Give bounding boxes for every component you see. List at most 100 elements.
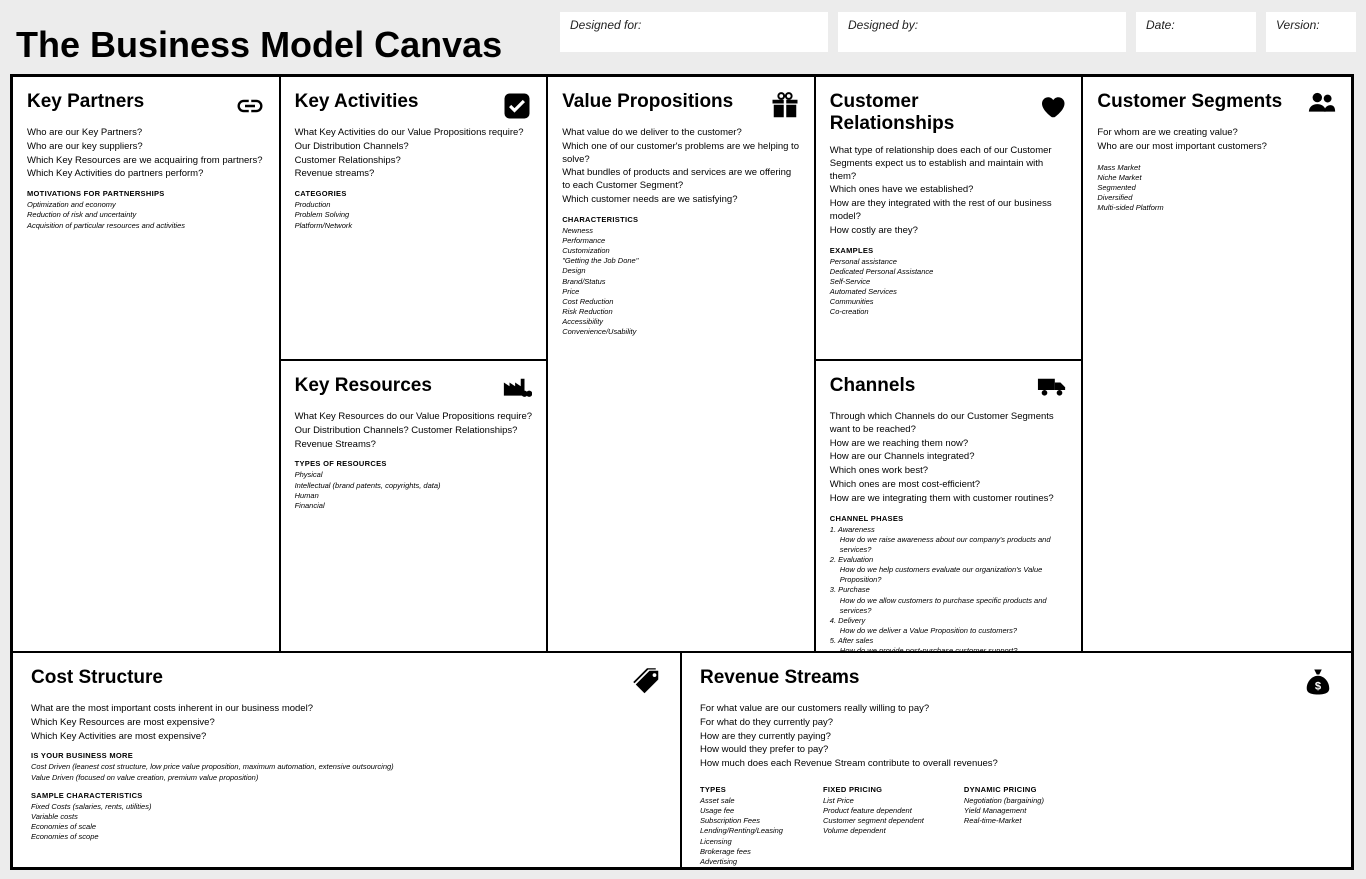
q: How are our Channels integrated? <box>830 451 1068 464</box>
q: Who are our most important customers? <box>1097 141 1337 154</box>
link-icon <box>235 91 265 117</box>
sub-item: Fixed Costs (salaries, rents, utilities) <box>31 802 662 812</box>
sub-head: MOTIVATIONS FOR PARTNERSHIPS <box>27 189 265 198</box>
block-key-partners: Key Partners Who are our Key Partners? W… <box>13 77 279 651</box>
sub-head: CHARACTERISTICS <box>562 215 800 224</box>
sub-item: Communities <box>830 297 1068 307</box>
q: Which ones have we established? <box>830 184 1068 197</box>
truck-icon <box>1037 375 1067 401</box>
sub-head: CHANNEL PHASES <box>830 514 1068 523</box>
phase-q: How do we raise awareness about our comp… <box>830 535 1068 555</box>
sub-head: TYPES <box>700 785 783 794</box>
q: What value do we deliver to the customer… <box>562 127 800 140</box>
q: Which Key Resources are we acquairing fr… <box>27 155 265 168</box>
sub-item: Multi-sided Platform <box>1097 203 1337 213</box>
sub-item: Automated Services <box>830 287 1068 297</box>
sub-item: Dedicated Personal Assistance <box>830 267 1068 277</box>
sub-item: Yield Management <box>964 806 1044 816</box>
q: For what do they currently pay? <box>700 717 1333 730</box>
version-box: Version: <box>1266 12 1356 52</box>
sub-item: Intellectual (brand patents, copyrights,… <box>295 481 533 491</box>
sub-head: EXAMPLES <box>830 246 1068 255</box>
block-key-activities: Key Activities What Key Activities do ou… <box>281 77 547 361</box>
block-cost-structure: Cost Structure What are the most importa… <box>13 653 682 869</box>
q: For whom are we creating value? <box>1097 127 1337 140</box>
sub-item: Optimization and economy <box>27 200 265 210</box>
q: Our Distribution Channels? Customer Rela… <box>295 425 533 438</box>
sub-item: Reduction of risk and uncertainty <box>27 210 265 220</box>
phase: 4. Delivery <box>830 616 1068 626</box>
sub-item: Human <box>295 491 533 501</box>
phase-q: How do we help customers evaluate our or… <box>830 565 1068 585</box>
q: What type of relationship does each of o… <box>830 145 1068 183</box>
sub-item: Acquisition of particular resources and … <box>27 221 265 231</box>
sub-item: Price <box>562 287 800 297</box>
q: Revenue streams? <box>295 168 533 181</box>
people-icon <box>1307 91 1337 117</box>
top-row: Key Partners Who are our Key Partners? W… <box>13 77 1351 653</box>
sub-item: Problem Solving <box>295 210 533 220</box>
sub-item: Convenience/Usability <box>562 327 800 337</box>
checkbox-icon <box>502 91 532 117</box>
q: How are we integrating them with custome… <box>830 493 1068 506</box>
date-box: Date: <box>1136 12 1256 52</box>
gift-icon <box>770 91 800 117</box>
q: Which ones work best? <box>830 465 1068 478</box>
sub-item: Niche Market <box>1097 173 1337 183</box>
sub-item: Financial <box>295 501 533 511</box>
sub-item: Product feature dependent <box>823 806 924 816</box>
q: For what value are our customers really … <box>700 703 1333 716</box>
sub-item: Cost Driven (leanest cost structure, low… <box>31 762 662 772</box>
sub-item: Negotiation (bargaining) <box>964 796 1044 806</box>
q: Which Key Activities do partners perform… <box>27 168 265 181</box>
sub-item: Risk Reduction <box>562 307 800 317</box>
block-title: Value Propositions <box>562 91 733 113</box>
sub-item: Advertising <box>700 857 783 867</box>
sub-item: Brokerage fees <box>700 847 783 857</box>
q: Who are our Key Partners? <box>27 127 265 140</box>
block-key-resources: Key Resources What Key Resources do our … <box>281 361 547 651</box>
sub-item: Volume dependent <box>823 826 924 836</box>
q: How are they integrated with the rest of… <box>830 198 1068 224</box>
sub-item: Usage fee <box>700 806 783 816</box>
sub-item: Design <box>562 266 800 276</box>
phase-q: How do we deliver a Value Proposition to… <box>830 626 1068 636</box>
designed-by-box: Designed by: <box>838 12 1126 52</box>
sub-item: Physical <box>295 470 533 480</box>
phase: 1. Awareness <box>830 525 1068 535</box>
block-channels: Channels Through which Channels do our C… <box>816 361 1082 651</box>
block-title: Key Resources <box>295 375 432 397</box>
block-value-propositions: Value Propositions What value do we deli… <box>548 77 814 651</box>
q: How much does each Revenue Stream contri… <box>700 758 1333 771</box>
block-title: Key Partners <box>27 91 144 113</box>
q: Revenue Streams? <box>295 439 533 452</box>
q: What bundles of products and services ar… <box>562 167 800 193</box>
q: Which Key Activities are most expensive? <box>31 731 662 744</box>
sub-item: Economies of scale <box>31 822 662 832</box>
phase-q: How do we provide post-purchase customer… <box>830 646 1068 651</box>
heart-icon <box>1037 91 1067 117</box>
block-customer-segments: Customer Segments For whom are we creati… <box>1083 77 1351 651</box>
block-title: Key Activities <box>295 91 419 113</box>
page-title: The Business Model Canvas <box>10 8 550 66</box>
block-title: Customer Relationships <box>830 91 1020 135</box>
sub-item: Customization <box>562 246 800 256</box>
factory-icon <box>502 375 532 401</box>
sub-item: Production <box>295 200 533 210</box>
sub-item: Segmented <box>1097 183 1337 193</box>
header: The Business Model Canvas Designed for: … <box>0 0 1366 66</box>
q: What are the most important costs inhere… <box>31 703 662 716</box>
sub-head: CATEGORIES <box>295 189 533 198</box>
q: How would they prefer to pay? <box>700 744 1333 757</box>
canvas-frame: Key Partners Who are our Key Partners? W… <box>10 74 1354 870</box>
q: Who are our key suppliers? <box>27 141 265 154</box>
sub-item: Asset sale <box>700 796 783 806</box>
sub-item: Co-creation <box>830 307 1068 317</box>
block-customer-relationships: Customer Relationships What type of rela… <box>816 77 1082 361</box>
tag-icon <box>632 667 662 693</box>
sub-item: Lending/Renting/Leasing <box>700 826 783 836</box>
q: How costly are they? <box>830 225 1068 238</box>
block-title: Revenue Streams <box>700 667 859 689</box>
sub-item: Customer segment dependent <box>823 816 924 826</box>
designed-for-box: Designed for: <box>560 12 828 52</box>
